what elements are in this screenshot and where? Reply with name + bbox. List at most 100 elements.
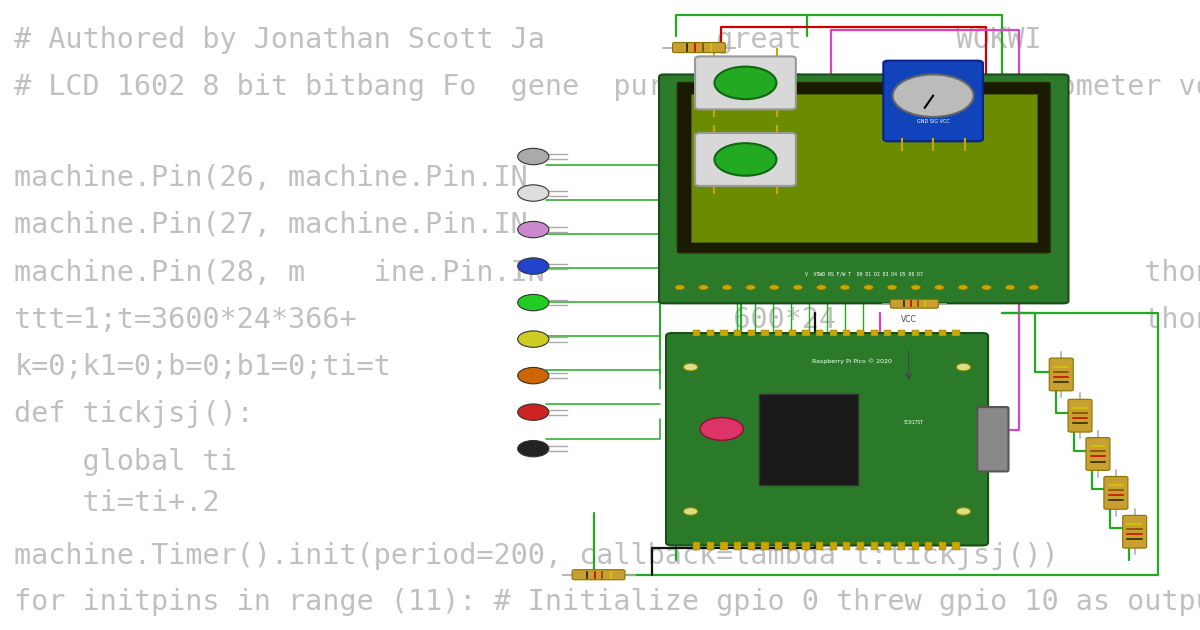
- FancyBboxPatch shape: [1123, 515, 1147, 548]
- Circle shape: [714, 67, 776, 99]
- Bar: [829, 330, 836, 336]
- Bar: [925, 330, 932, 336]
- Circle shape: [676, 285, 685, 290]
- Circle shape: [722, 285, 732, 290]
- Circle shape: [517, 294, 548, 311]
- Text: machine.Pin(26, machine.Pin.IN                                             OWN) : machine.Pin(26, machine.Pin.IN OWN): [14, 164, 1200, 192]
- Bar: [758, 394, 858, 484]
- Circle shape: [958, 285, 967, 290]
- Circle shape: [517, 440, 548, 457]
- Bar: [720, 542, 727, 550]
- FancyBboxPatch shape: [890, 299, 938, 308]
- Bar: [816, 542, 823, 550]
- Circle shape: [1006, 285, 1015, 290]
- Bar: [803, 542, 810, 550]
- FancyBboxPatch shape: [659, 74, 1068, 304]
- Bar: [857, 542, 864, 550]
- Text: machine.Pin(27, machine.Pin.IN                                             OWN) : machine.Pin(27, machine.Pin.IN OWN): [14, 212, 1200, 239]
- Circle shape: [956, 508, 971, 515]
- Bar: [734, 330, 742, 336]
- Text: machine.Pin(28, m    ine.Pin.IN                                   thon  ets the : machine.Pin(28, m ine.Pin.IN thon ets th…: [14, 259, 1200, 287]
- FancyBboxPatch shape: [678, 83, 1050, 253]
- Bar: [748, 330, 755, 336]
- Bar: [762, 542, 769, 550]
- Text: ti=ti+.2: ti=ti+.2: [14, 489, 220, 517]
- Circle shape: [714, 143, 776, 176]
- Bar: [884, 542, 892, 550]
- Circle shape: [517, 258, 548, 274]
- Bar: [788, 330, 796, 336]
- Bar: [748, 542, 755, 550]
- Bar: [720, 330, 727, 336]
- Circle shape: [517, 185, 548, 201]
- Bar: [870, 542, 877, 550]
- Circle shape: [935, 285, 944, 290]
- Bar: [694, 542, 701, 550]
- Circle shape: [893, 74, 973, 117]
- Bar: [898, 330, 905, 336]
- Bar: [816, 330, 823, 336]
- Bar: [829, 542, 836, 550]
- FancyBboxPatch shape: [695, 133, 796, 186]
- Circle shape: [684, 508, 698, 515]
- Text: GND SIG VCC: GND SIG VCC: [917, 119, 949, 124]
- Text: # Authored by Jonathan Scott Ja          great         WOKWI: # Authored by Jonathan Scott Ja great WO…: [14, 26, 1042, 54]
- Bar: [691, 94, 1037, 241]
- Bar: [870, 330, 877, 336]
- Text: # LCD 1602 8 bit bitbang Fo  gene  purpose   face as car tachometer vo: # LCD 1602 8 bit bitbang Fo gene purpose…: [14, 73, 1200, 101]
- Bar: [898, 542, 905, 550]
- Bar: [844, 542, 851, 550]
- Circle shape: [517, 221, 548, 238]
- Circle shape: [746, 285, 756, 290]
- Circle shape: [956, 364, 971, 371]
- FancyBboxPatch shape: [977, 407, 1008, 471]
- Bar: [884, 330, 892, 336]
- Text: def tickjsj():: def tickjsj():: [14, 401, 254, 428]
- Text: V  VSWD RS F/W T  D0 D1 D2 D3 D4 D5 D6 D7: V VSWD RS F/W T D0 D1 D2 D3 D4 D5 D6 D7: [805, 272, 923, 277]
- Circle shape: [1028, 285, 1038, 290]
- Text: for initpins in range (11): # Initialize gpio 0 threw gpio 10 as output mode: for initpins in range (11): # Initialize…: [14, 588, 1200, 616]
- FancyBboxPatch shape: [883, 60, 983, 141]
- Bar: [788, 542, 796, 550]
- Bar: [762, 330, 769, 336]
- Bar: [938, 542, 946, 550]
- Bar: [707, 330, 714, 336]
- Bar: [775, 330, 782, 336]
- Circle shape: [517, 404, 548, 420]
- Circle shape: [517, 331, 548, 347]
- Circle shape: [684, 364, 698, 371]
- FancyBboxPatch shape: [695, 57, 796, 110]
- Bar: [844, 330, 851, 336]
- Text: global ti: global ti: [14, 448, 238, 476]
- Bar: [366, 6, 1182, 595]
- Bar: [734, 542, 742, 550]
- FancyBboxPatch shape: [1086, 438, 1110, 471]
- Circle shape: [769, 285, 779, 290]
- Text: SC0175T: SC0175T: [904, 420, 924, 425]
- Bar: [775, 542, 782, 550]
- Bar: [803, 330, 810, 336]
- Bar: [857, 330, 864, 336]
- Bar: [953, 542, 960, 550]
- Circle shape: [700, 418, 743, 440]
- Bar: [953, 330, 960, 336]
- Text: ttt=1;t=3600*24*366+                      600*24                  thon  ets the : ttt=1;t=3600*24*366+ 600*24 thon ets the: [14, 306, 1200, 334]
- Circle shape: [982, 285, 991, 290]
- FancyBboxPatch shape: [1049, 358, 1073, 391]
- Circle shape: [840, 285, 850, 290]
- Circle shape: [793, 285, 803, 290]
- Bar: [925, 542, 932, 550]
- Text: VCC: VCC: [901, 316, 917, 324]
- Bar: [938, 330, 946, 336]
- Circle shape: [887, 285, 896, 290]
- Circle shape: [517, 148, 548, 164]
- FancyBboxPatch shape: [666, 333, 988, 546]
- Text: k=0;k1=0;b=0;b1=0;ti=t: k=0;k1=0;b=0;b1=0;ti=t: [14, 353, 391, 381]
- Text: Raspberry Pi Pico © 2020: Raspberry Pi Pico © 2020: [812, 358, 892, 364]
- Bar: [694, 330, 701, 336]
- Text: machine.Timer().init(period=200, callback=lambda t:tickjsj()): machine.Timer().init(period=200, callbac…: [14, 542, 1060, 570]
- Bar: [707, 542, 714, 550]
- Circle shape: [816, 285, 826, 290]
- FancyBboxPatch shape: [672, 42, 725, 52]
- Bar: [912, 542, 919, 550]
